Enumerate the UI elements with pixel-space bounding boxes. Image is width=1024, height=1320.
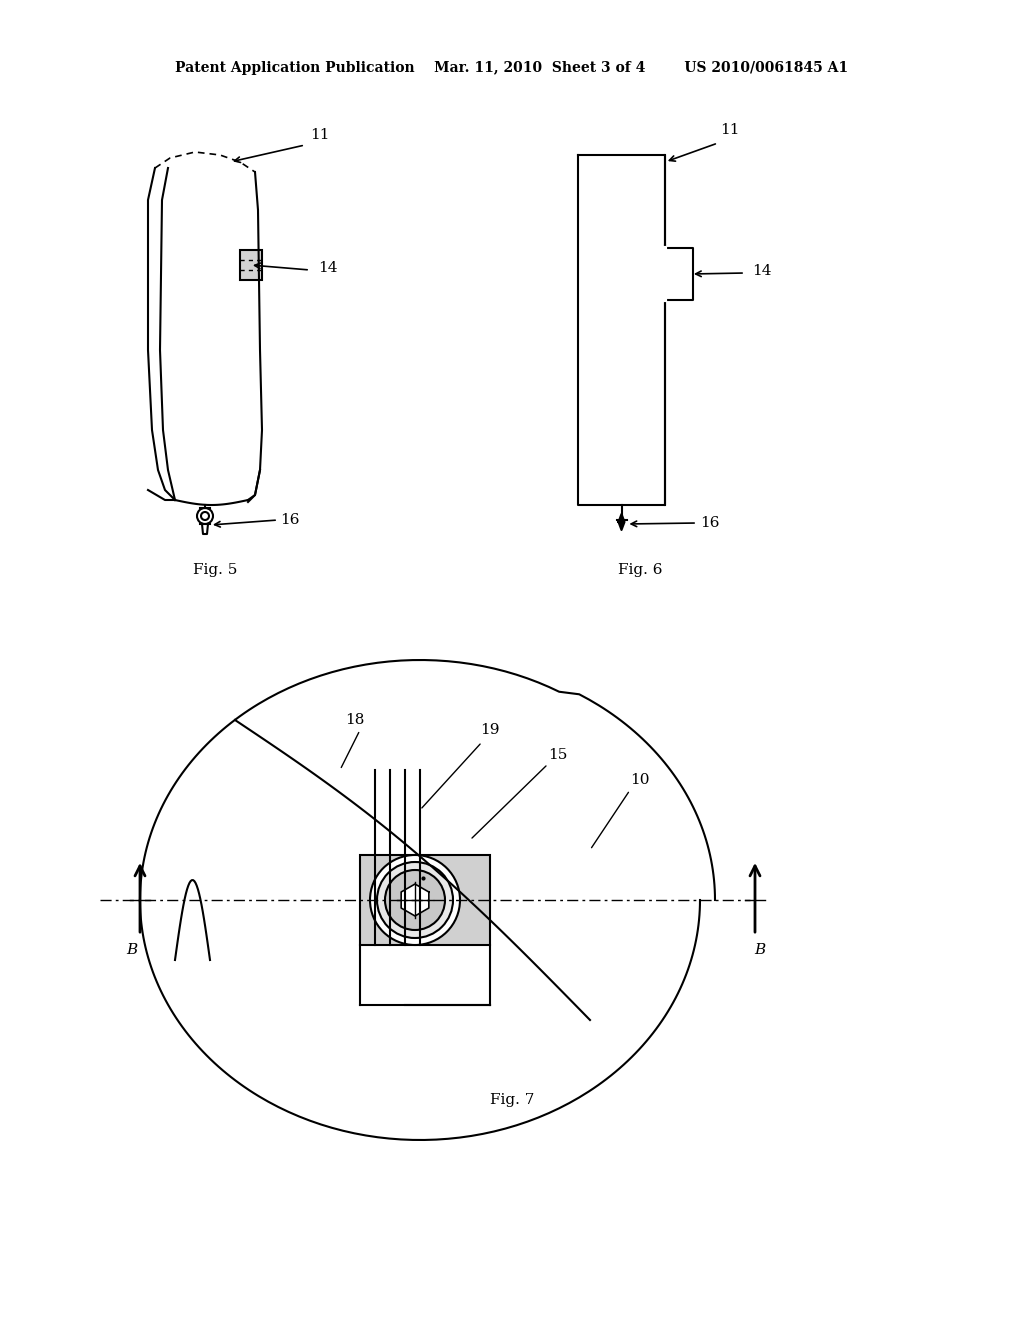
FancyBboxPatch shape — [240, 249, 262, 280]
Polygon shape — [401, 884, 429, 916]
Text: 16: 16 — [700, 516, 720, 531]
Circle shape — [370, 855, 460, 945]
Bar — [360, 855, 490, 945]
Text: 14: 14 — [752, 264, 771, 279]
Text: 19: 19 — [480, 723, 500, 737]
Text: B: B — [755, 942, 766, 957]
Text: Patent Application Publication    Mar. 11, 2010  Sheet 3 of 4        US 2010/006: Patent Application Publication Mar. 11, … — [175, 61, 849, 75]
Text: 15: 15 — [548, 748, 567, 762]
Circle shape — [385, 870, 445, 931]
Text: 16: 16 — [280, 513, 299, 527]
Text: Fig. 7: Fig. 7 — [489, 1093, 535, 1107]
Text: 10: 10 — [630, 774, 650, 787]
Text: Fig. 5: Fig. 5 — [193, 564, 238, 577]
Text: 14: 14 — [318, 261, 338, 275]
Text: 11: 11 — [720, 123, 739, 137]
Text: Fig. 6: Fig. 6 — [617, 564, 663, 577]
Polygon shape — [618, 513, 625, 531]
Text: 18: 18 — [345, 713, 365, 727]
Circle shape — [377, 862, 453, 939]
Text: 11: 11 — [310, 128, 330, 143]
Text: B: B — [126, 942, 137, 957]
